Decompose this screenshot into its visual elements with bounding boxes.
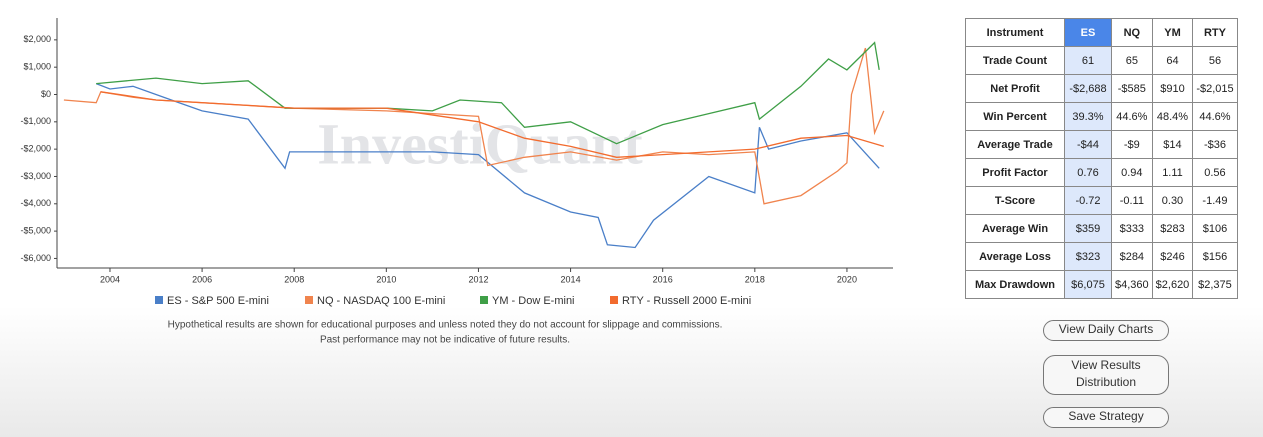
button[interactable]: View Daily Charts	[1043, 320, 1169, 341]
table-cell: ES	[1064, 18, 1112, 47]
legend-swatch	[155, 296, 163, 304]
table-row: Instrument ES NQ YM RTY	[965, 18, 1238, 47]
table-cell: 64	[1151, 46, 1194, 75]
table-cell: -0.72	[1064, 186, 1112, 215]
x-tick-label: 2012	[468, 274, 488, 284]
table-cell: 44.6%	[1111, 102, 1153, 131]
table-cell: Net Profit	[965, 74, 1065, 103]
y-tick-label: $2,000	[23, 34, 51, 44]
y-tick-label: -$3,000	[20, 171, 51, 181]
disclaimer: Hypothetical results are shown for educa…	[168, 320, 723, 331]
table-cell: Max Drawdown	[965, 270, 1065, 299]
table-cell: $333	[1111, 214, 1153, 243]
stats-table: Instrument ES NQ YM RTY Trade Count 61 65 64 56 Ne…	[965, 18, 1238, 299]
button[interactable]: Save Strategy	[1043, 407, 1169, 428]
table-cell: $284	[1111, 242, 1153, 271]
legend-label: YM - Dow E-mini	[492, 295, 575, 307]
x-tick-label: 2008	[284, 274, 304, 284]
x-tick-label: 2020	[837, 274, 857, 284]
table-row: Net Profit -$2,688 -$585 $910 -$2,015	[965, 74, 1238, 103]
table-row: Average Trade -$44 -$9 $14 -$36	[965, 130, 1238, 159]
legend-swatch	[480, 296, 488, 304]
table-cell: -$9	[1111, 130, 1153, 159]
table-cell: 0.76	[1064, 158, 1112, 187]
table-row: Profit Factor 0.76 0.94 1.11 0.56	[965, 158, 1238, 187]
x-tick-label: 2018	[745, 274, 765, 284]
y-tick-label: -$1,000	[20, 116, 51, 126]
table-cell: -$44	[1064, 130, 1112, 159]
chart: InvestiQuant $2,000 $1,000 $0 -$1,000 -$2,000…	[20, 18, 893, 346]
button[interactable]: View Results Distribution	[1043, 355, 1169, 395]
table-cell: $2,375	[1192, 270, 1238, 299]
table-cell: 56	[1192, 46, 1238, 75]
table-cell: $2,620	[1151, 270, 1194, 299]
table-cell: 39.3%	[1064, 102, 1112, 131]
legend-label: RTY - Russell 2000 E-mini	[622, 295, 751, 307]
table-cell: Average Loss	[965, 242, 1065, 271]
x-tick-label: 2016	[653, 274, 673, 284]
legend-swatch	[610, 296, 618, 304]
table-cell: $323	[1064, 242, 1112, 271]
x-tick-label: 2010	[376, 274, 396, 284]
y-tick-label: -$5,000	[20, 225, 51, 235]
y-tick-label: -$2,000	[20, 144, 51, 154]
table-cell: Win Percent	[965, 102, 1065, 131]
table-cell: 61	[1064, 46, 1112, 75]
table-row: T-Score -0.72 -0.11 0.30 -1.49	[965, 186, 1238, 215]
table-row: Win Percent 39.3% 44.6% 48.4% 44.6%	[965, 102, 1238, 131]
table-cell: 65	[1111, 46, 1153, 75]
y-tick-label: $0	[41, 89, 51, 99]
table-cell: -0.11	[1111, 186, 1153, 215]
table-cell: -1.49	[1192, 186, 1238, 215]
table-cell: $910	[1151, 74, 1194, 103]
watermark: InvestiQuant	[317, 111, 643, 176]
table-cell: $246	[1151, 242, 1194, 271]
y-tick-label: -$6,000	[20, 253, 51, 263]
series-line	[100, 91, 884, 158]
table-row: Trade Count 61 65 64 56	[965, 46, 1238, 75]
table-cell: $14	[1151, 130, 1194, 159]
table-cell: Average Win	[965, 214, 1065, 243]
table-cell: 0.30	[1151, 186, 1194, 215]
table-cell: Average Trade	[965, 130, 1065, 159]
y-tick-label: -$4,000	[20, 198, 51, 208]
legend-label: ES - S&P 500 E-mini	[167, 295, 269, 307]
table-cell: T-Score	[965, 186, 1065, 215]
table-cell: $283	[1151, 214, 1194, 243]
table-cell: Trade Count	[965, 46, 1065, 75]
table-cell: YM	[1151, 18, 1194, 47]
x-tick-label: 2014	[561, 274, 581, 284]
table-cell: 48.4%	[1151, 102, 1194, 131]
table-cell: $156	[1192, 242, 1238, 271]
y-tick-label: $1,000	[23, 62, 51, 72]
x-tick-label: 2006	[192, 274, 212, 284]
table-row: Max Drawdown $6,075 $4,360 $2,620 $2,375	[965, 270, 1238, 299]
table-cell: Instrument	[965, 18, 1065, 47]
table-cell: -$36	[1192, 130, 1238, 159]
table-cell: -$2,688	[1064, 74, 1112, 103]
series-line	[95, 82, 880, 249]
table-cell: $6,075	[1064, 270, 1112, 299]
table-cell: NQ	[1111, 18, 1153, 47]
legend-swatch	[305, 296, 313, 304]
disclaimer: Past performance may not be indicative o…	[320, 335, 570, 346]
table-cell: -$585	[1111, 74, 1153, 103]
table-cell: 1.11	[1151, 158, 1194, 187]
table-row: Average Loss $323 $284 $246 $156	[965, 242, 1238, 271]
x-tick-label: 2004	[100, 274, 120, 284]
legend-label: NQ - NASDAQ 100 E-mini	[317, 295, 445, 307]
table-cell: 0.56	[1192, 158, 1238, 187]
table-cell: $4,360	[1111, 270, 1153, 299]
table-cell: $359	[1064, 214, 1112, 243]
table-cell: 44.6%	[1192, 102, 1238, 131]
table-cell: -$2,015	[1192, 74, 1238, 103]
table-cell: RTY	[1192, 18, 1238, 47]
series-line	[96, 41, 880, 145]
table-cell: $106	[1192, 214, 1238, 243]
table-cell: 0.94	[1111, 158, 1153, 187]
table-row: Average Win $359 $333 $283 $106	[965, 214, 1238, 243]
table-cell: Profit Factor	[965, 158, 1065, 187]
